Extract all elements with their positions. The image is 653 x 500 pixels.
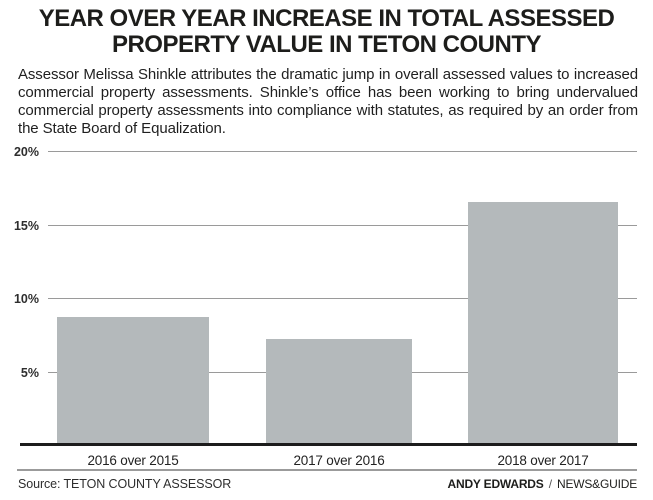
x-axis-category-label: 2016 over 2015 [87, 453, 179, 468]
gridline [48, 151, 637, 152]
source-credit: Source: TETON COUNTY ASSESSOR [18, 477, 232, 491]
y-axis-tick-label: 5% [20, 365, 39, 380]
chart-title-line-1: YEAR OVER YEAR INCREASE IN TOTAL ASSESSE… [38, 5, 615, 32]
bar [266, 338, 412, 446]
author-name: ANDY EDWARDS [447, 477, 544, 491]
publication-name: NEWS&GUIDE [556, 477, 637, 491]
bar [57, 316, 209, 446]
gridline [48, 224, 637, 226]
y-axis-tick-label: 15% [13, 218, 39, 233]
footer-divider [17, 469, 637, 471]
bar [468, 201, 618, 446]
chart-title: YEAR OVER YEAR INCREASE IN TOTAL ASSESSE… [36, 6, 617, 58]
y-axis-tick-label: 20% [13, 145, 39, 159]
author-credit: ANDY EDWARDS / NEWS&GUIDE [447, 477, 638, 491]
chart-title-line-2: PROPERTY VALUE IN TETON COUNTY [111, 31, 542, 58]
x-axis-baseline [20, 443, 637, 446]
y-axis-tick-label: 10% [13, 292, 39, 306]
gridline [48, 298, 637, 299]
x-axis-category-label: 2017 over 2016 [293, 453, 385, 468]
plot-area: 5% 10% 15% 20% 2016 over 2015 2017 over 2016 2… [14, 145, 637, 468]
credit-separator: / [545, 477, 555, 491]
x-axis-category-label: 2018 over 2017 [497, 453, 589, 468]
chart-description: Assessor Melissa Shinkle attributes the … [18, 66, 638, 137]
